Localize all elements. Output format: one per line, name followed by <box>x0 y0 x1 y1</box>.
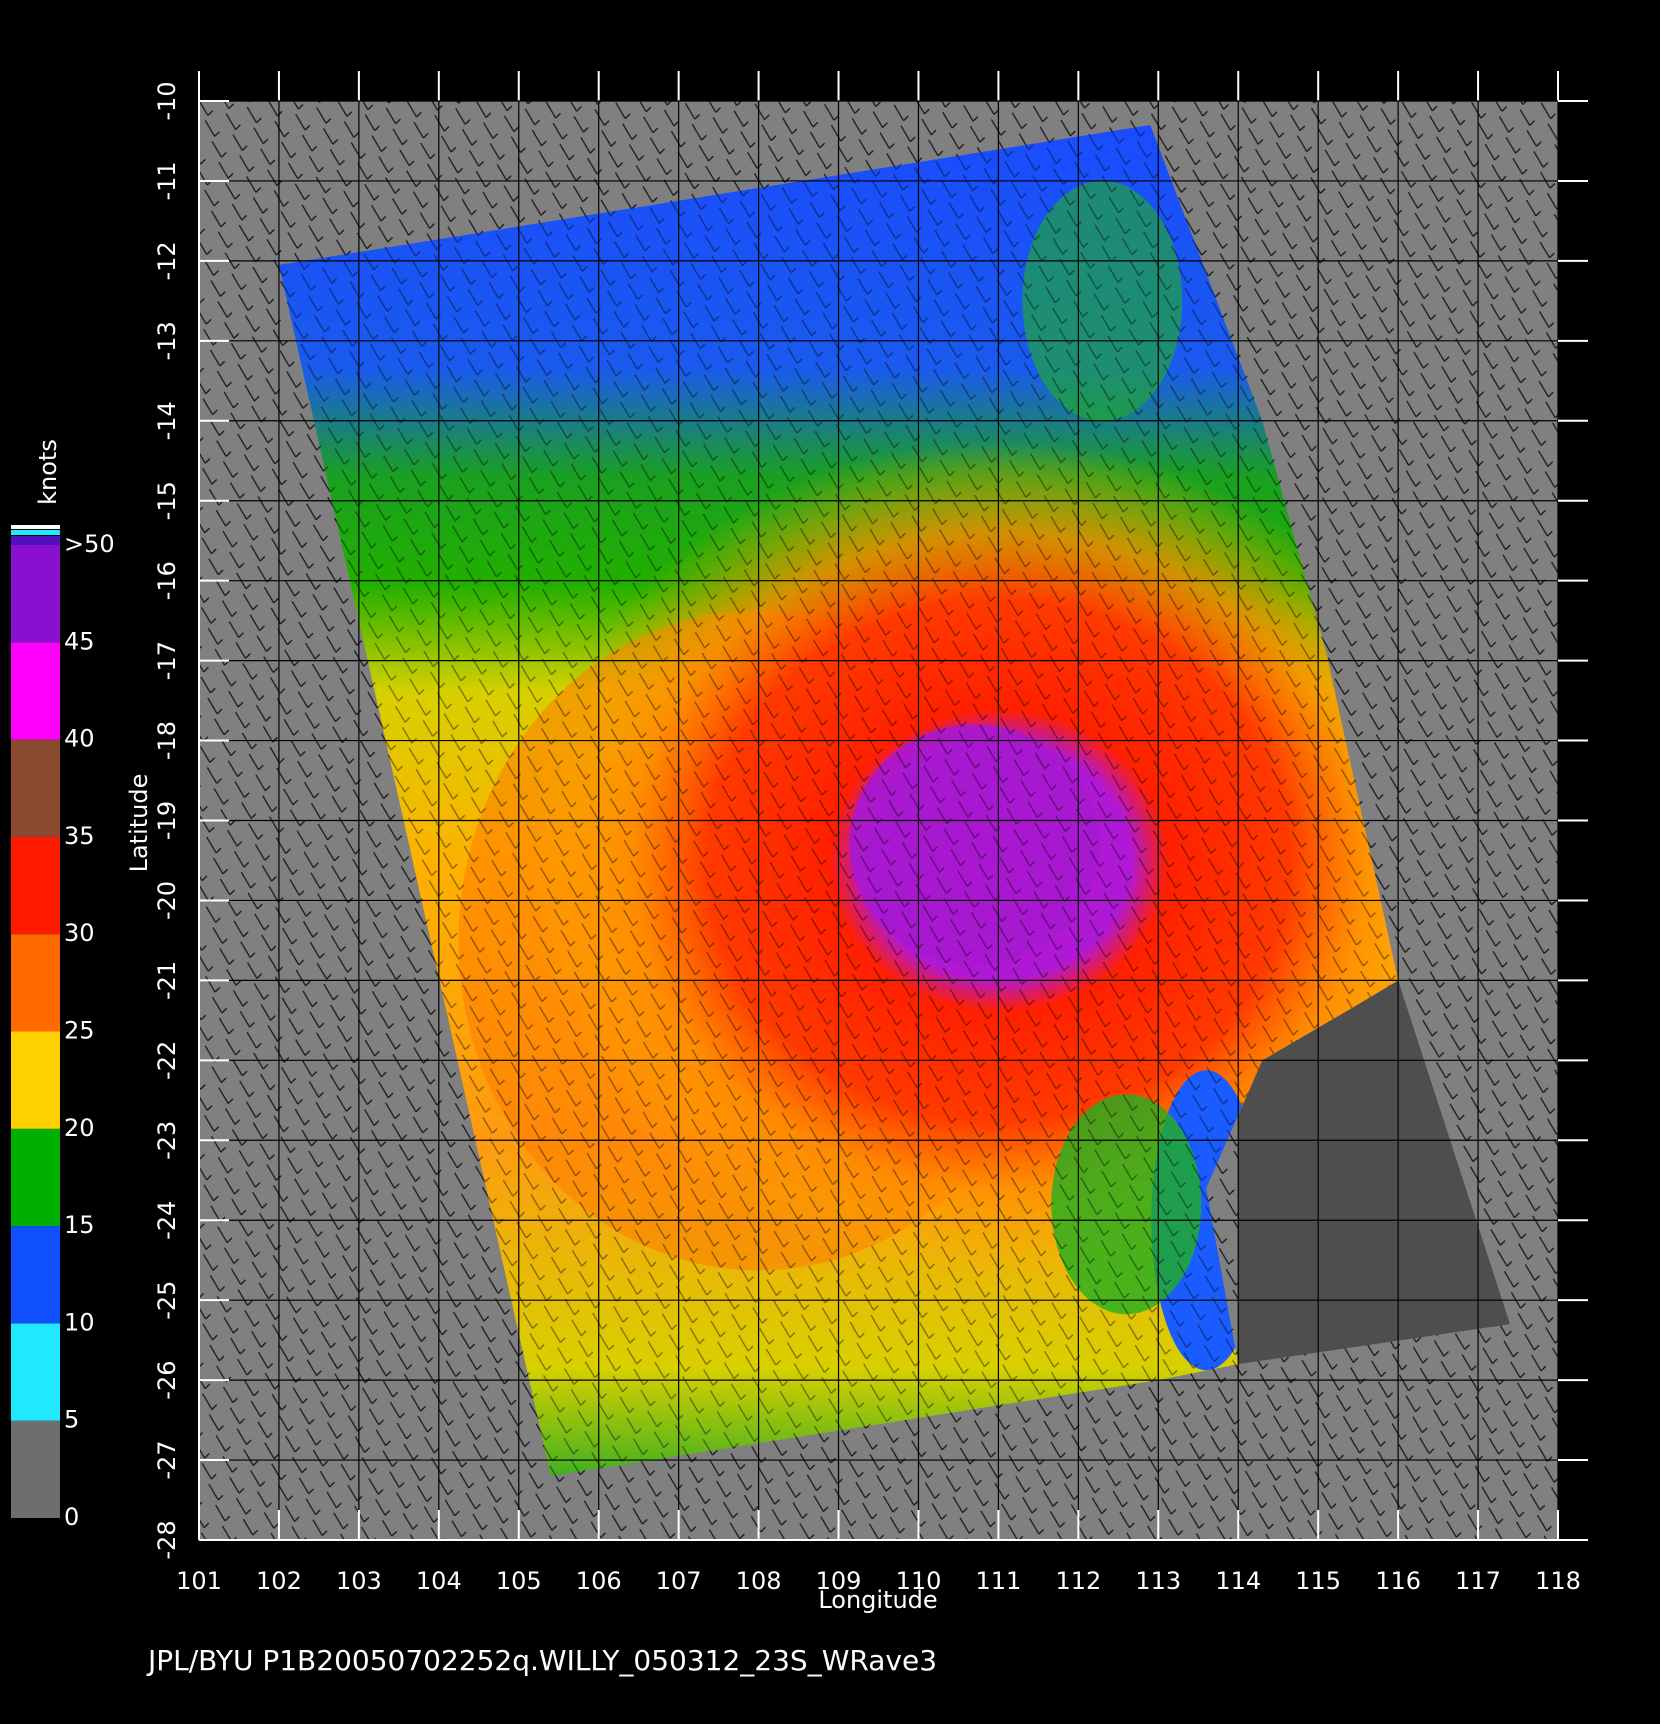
x-tick-label: 101 <box>176 1567 222 1595</box>
colorbar-tick-label: >50 <box>64 530 115 558</box>
land-mask <box>1238 980 1511 1365</box>
y-tick-label: -16 <box>153 561 181 600</box>
x-tick-label: 103 <box>336 1567 382 1595</box>
colorbar-band <box>11 642 60 740</box>
y-tick-label: -25 <box>153 1281 181 1320</box>
x-axis-label: Longitude <box>818 1586 937 1614</box>
y-tick-label: -27 <box>153 1440 181 1479</box>
y-tick-label: -26 <box>153 1361 181 1400</box>
colorbar-tick-label: 45 <box>64 627 95 655</box>
colorbar-band <box>11 1128 60 1227</box>
colorbar-cap <box>11 536 60 545</box>
x-tick-label: 106 <box>576 1567 622 1595</box>
y-tick-label: -20 <box>153 881 181 920</box>
y-tick-label: -10 <box>153 81 181 120</box>
y-tick-label: -11 <box>153 161 181 200</box>
x-tick-label: 117 <box>1455 1567 1501 1595</box>
x-tick-label: 107 <box>656 1567 702 1595</box>
y-axis-label: Latitude <box>125 774 153 873</box>
y-tick-label: -18 <box>153 721 181 760</box>
y-tick-label: -17 <box>153 641 181 680</box>
colorbar-tick-label: 5 <box>64 1406 79 1434</box>
x-tick-label: 110 <box>896 1567 942 1595</box>
colorbar-band <box>11 836 60 935</box>
colorbar-tick-label: 25 <box>64 1017 95 1045</box>
x-tick-label: 102 <box>256 1567 302 1595</box>
colorbar-tick-label: 35 <box>64 822 95 850</box>
y-tick-label: -19 <box>153 801 181 840</box>
colorbar-tick-label: 15 <box>64 1211 95 1239</box>
footer: JPL/BYU P1B20050702252q.WILLY_050312_23S… <box>146 1644 937 1677</box>
colorbar-cap <box>11 530 60 535</box>
y-tick-label: -14 <box>153 401 181 440</box>
y-tick-label: -15 <box>153 481 181 520</box>
colorbar-band <box>11 1226 60 1324</box>
y-tick-label: -13 <box>153 321 181 360</box>
colorbar-band <box>11 934 60 1032</box>
y-tick-label: -12 <box>153 241 181 280</box>
colorbar-band <box>11 1323 60 1421</box>
x-tick-label: 112 <box>1055 1567 1101 1595</box>
x-tick-label: 118 <box>1535 1567 1581 1595</box>
x-tick-label: 115 <box>1295 1567 1341 1595</box>
x-tick-label: 113 <box>1135 1567 1181 1595</box>
y-tick-label: -22 <box>153 1041 181 1080</box>
x-tick-label: 104 <box>416 1567 462 1595</box>
colorbar-tick-label: 40 <box>64 725 95 753</box>
colorbar-band <box>11 739 60 837</box>
x-tick-label: 105 <box>496 1567 542 1595</box>
colorbar-band <box>11 1031 60 1129</box>
x-tick-label: 109 <box>816 1567 862 1595</box>
colorbar-tick-label: 10 <box>64 1308 95 1336</box>
y-tick-label: -21 <box>153 961 181 1000</box>
colorbar-band <box>11 545 60 643</box>
colorbar-tick-label: 0 <box>64 1503 79 1531</box>
colorbar-tick-label: 20 <box>64 1114 95 1142</box>
x-tick-label: 108 <box>736 1567 782 1595</box>
y-tick-label: -24 <box>153 1201 181 1240</box>
y-tick-label: -23 <box>153 1121 181 1160</box>
colorbar-tick-label: 30 <box>64 919 95 947</box>
x-tick-label: 111 <box>976 1567 1022 1595</box>
colorbar-band <box>11 1420 60 1518</box>
x-tick-label: 116 <box>1375 1567 1421 1595</box>
y-tick-label: -28 <box>153 1520 181 1559</box>
colorbar-title: knots <box>34 439 62 505</box>
colorbar-cap <box>11 525 60 529</box>
x-tick-label: 114 <box>1215 1567 1261 1595</box>
